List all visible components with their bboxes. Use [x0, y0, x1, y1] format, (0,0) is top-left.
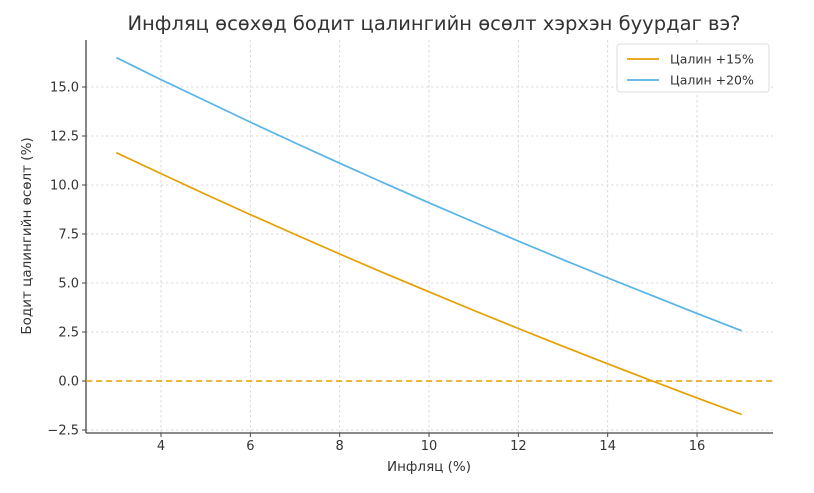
legend: Цалин +15% Цалин +20%: [616, 43, 770, 93]
legend-label: Цалин +20%: [670, 73, 754, 88]
axes: 4 6 8 10 12 14 16 −2.5 0.0 2.5 5.0 7.5 10.0 12.5 15.0: [47, 40, 773, 454]
y-tick-label: 7.5: [58, 228, 79, 243]
x-tick-label: 8: [336, 439, 344, 454]
y-tick-label: 5.0: [58, 277, 79, 292]
y-axis-label: Бодит цалингийн өсөлт (%): [19, 137, 35, 334]
x-tick-label: 14: [599, 439, 616, 454]
y-tick-label: 2.5: [58, 326, 79, 341]
y-tick-label: 15.0: [50, 81, 79, 96]
x-tick-label: 10: [421, 439, 438, 454]
x-tick-label: 12: [510, 439, 527, 454]
y-tick-label: −2.5: [47, 424, 79, 439]
chart-title: Инфляц өсөхөд бодит цалингийн өсөлт хэрх…: [127, 12, 740, 35]
x-axis-label: Инфляц (%): [387, 459, 471, 475]
x-tick-label: 4: [157, 439, 165, 454]
y-tick-label: 0.0: [58, 375, 79, 390]
legend-label: Цалин +15%: [670, 52, 754, 67]
x-tick-label: 6: [246, 439, 254, 454]
x-tick-label: 16: [689, 439, 706, 454]
series-line-2: [115, 56, 743, 332]
data-lines: [86, 56, 773, 416]
y-tick-label: 10.0: [50, 179, 79, 194]
series-line-1: [115, 151, 742, 416]
y-tick-label: 12.5: [50, 130, 79, 145]
grid-lines: [86, 40, 773, 433]
